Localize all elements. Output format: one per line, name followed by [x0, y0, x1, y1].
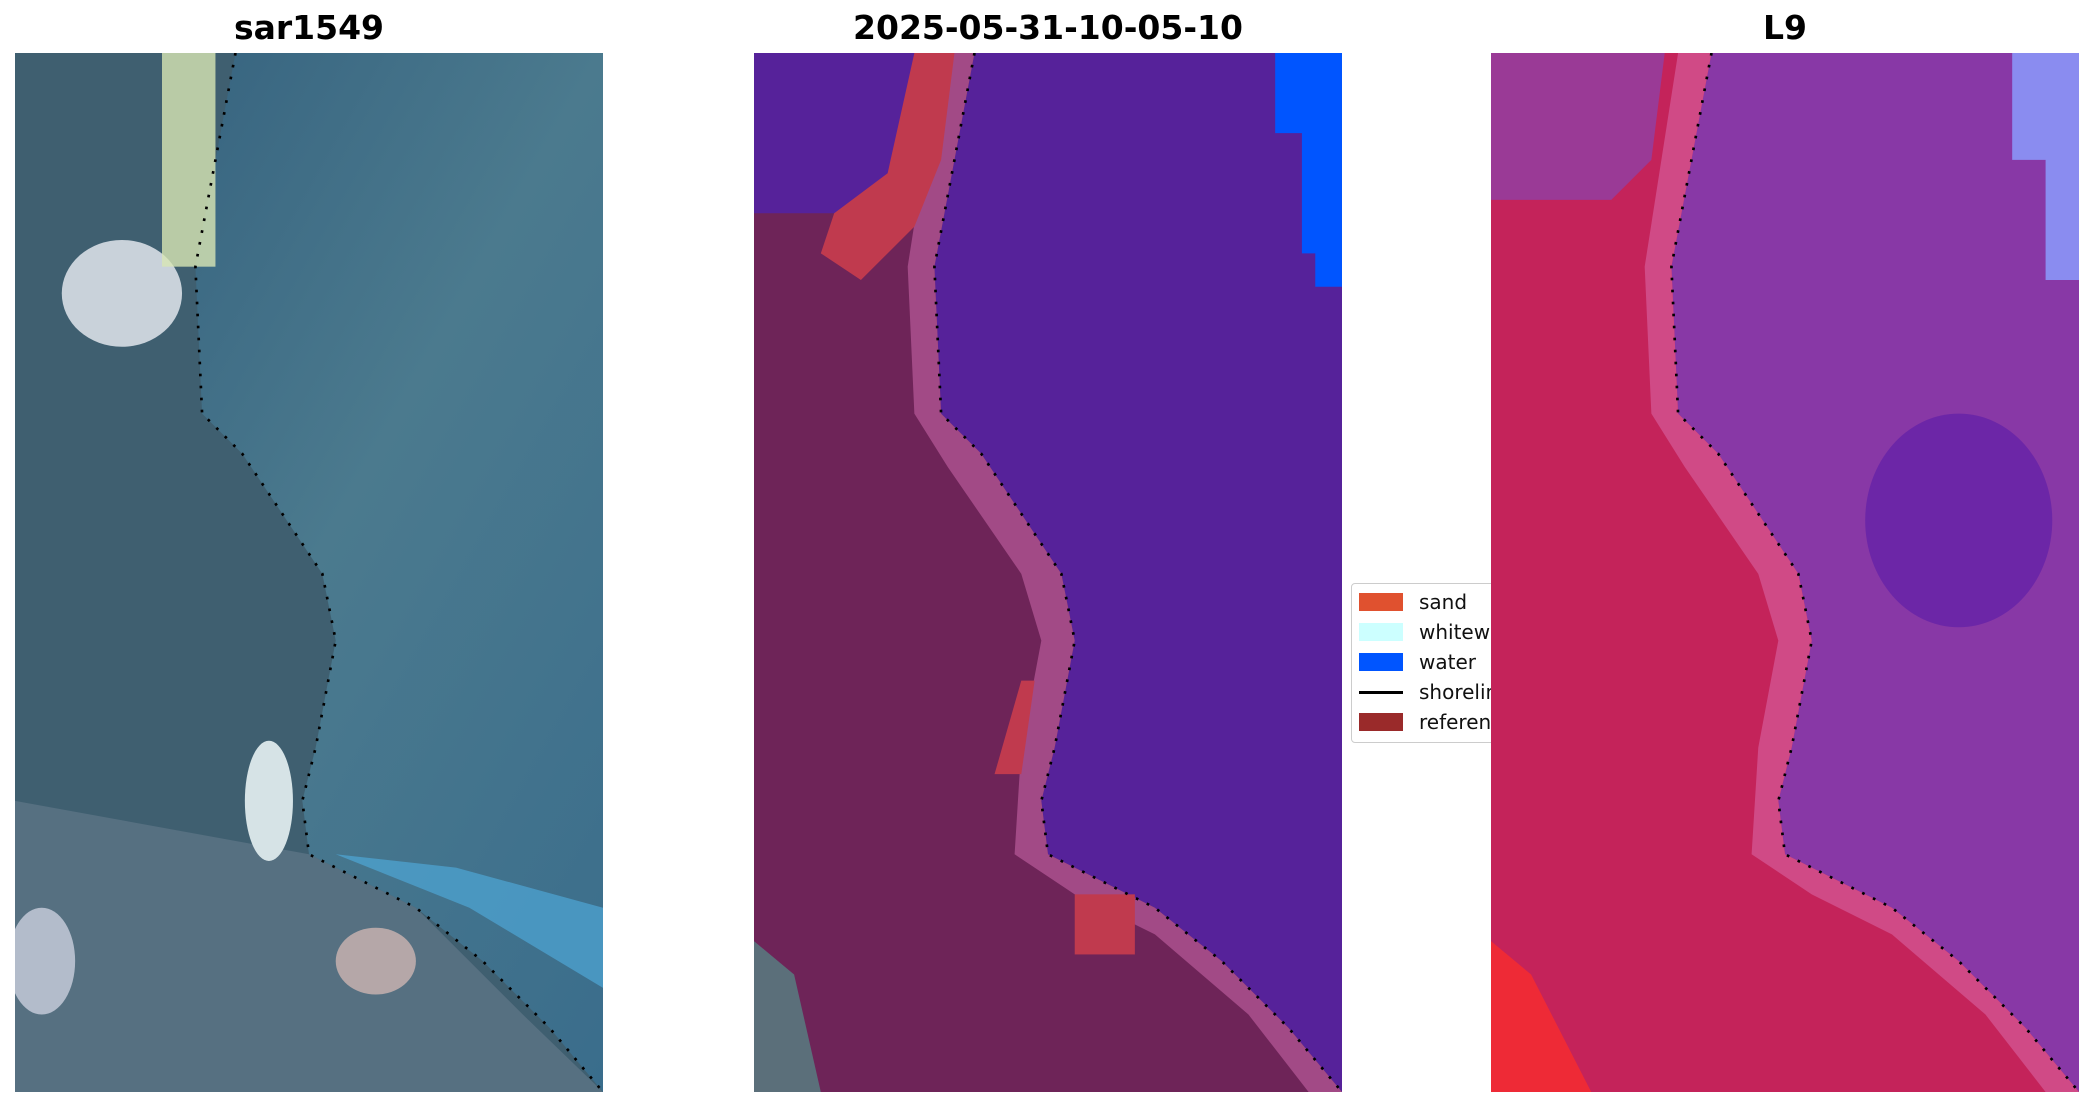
panel-title: L9 [1763, 8, 1807, 47]
legend-item: sand [1359, 590, 1467, 614]
legend-label: water [1419, 650, 1476, 674]
legend-item: water [1359, 650, 1476, 674]
rgb-image [15, 53, 603, 1092]
panel-title: sar1549 [233, 8, 385, 47]
legend-swatch [1359, 593, 1403, 611]
shoreline [1670, 53, 2079, 1092]
panel-title: 2025-05-31-10-05-10 [853, 8, 1243, 47]
legend-swatch [1359, 713, 1403, 731]
legend-item: shoreline [1359, 680, 1511, 704]
legend-swatch [1359, 653, 1403, 671]
legend-line [1359, 690, 1403, 694]
shoreline [194, 53, 603, 1092]
classified-image [754, 53, 1342, 1092]
l9-image [1491, 53, 2079, 1092]
legend-label: sand [1419, 590, 1468, 614]
shoreline [933, 53, 1342, 1092]
legend: sand whitewater water shoreline referenc… [1351, 583, 1531, 743]
legend-swatch [1359, 623, 1403, 641]
